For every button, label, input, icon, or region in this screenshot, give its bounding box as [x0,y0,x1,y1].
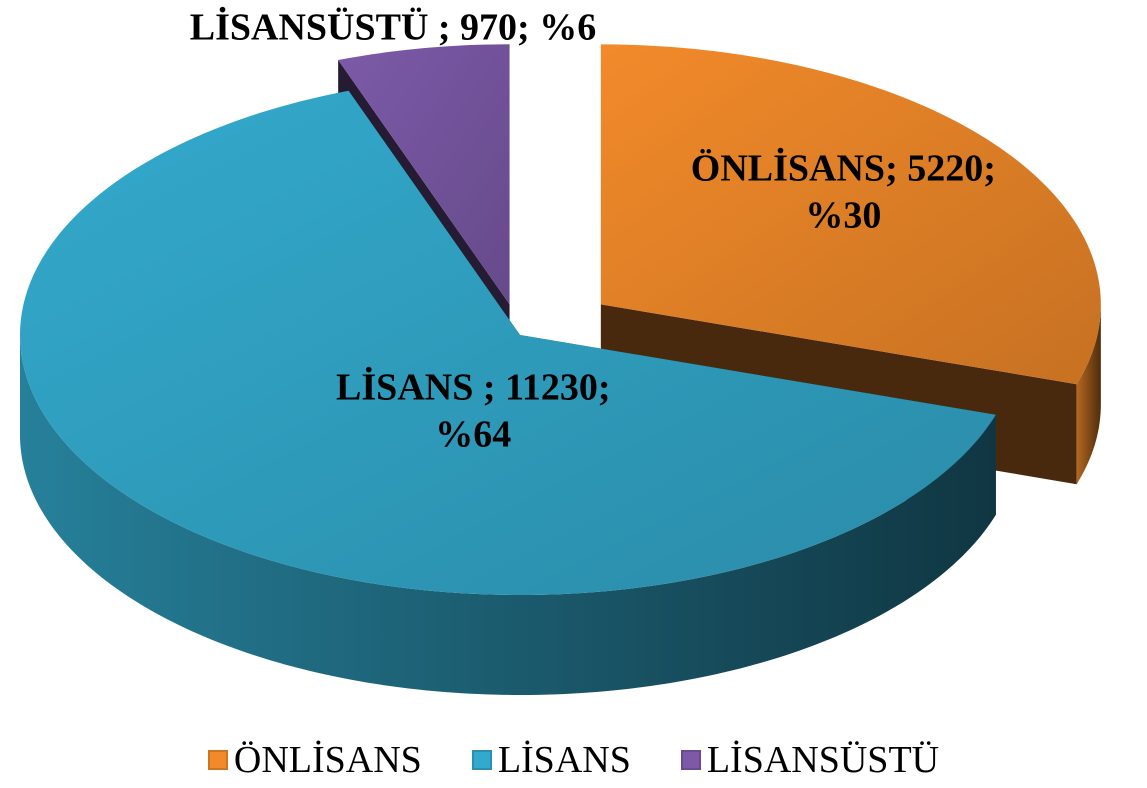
legend-swatch [680,750,701,770]
legend-label: LİSANS [497,739,631,781]
legend-item: LİSANS [471,738,631,782]
data-label: LİSANS ; 11230; %64 [336,366,611,456]
legend-item: LİSANSÜSTÜ [680,738,940,782]
pie-slice [20,90,996,595]
pie-slice [338,44,510,305]
pie-slice [600,44,1101,385]
slice-side [1076,304,1101,485]
data-label: ÖNLİSANS; 5220; %30 [690,147,996,237]
legend-swatch [471,750,492,770]
slice-side [20,335,996,695]
legend-item: ÖNLİSANS [207,738,422,782]
legend-label: ÖNLİSANS [233,739,422,781]
legend-label: LİSANSÜSTÜ [706,739,940,781]
legend: ÖNLİSANS LİSANS LİSANSÜSTÜ [0,738,1147,782]
data-label: LİSANSÜSTÜ ; 970; %6 [189,6,597,49]
legend-swatch [207,750,228,770]
